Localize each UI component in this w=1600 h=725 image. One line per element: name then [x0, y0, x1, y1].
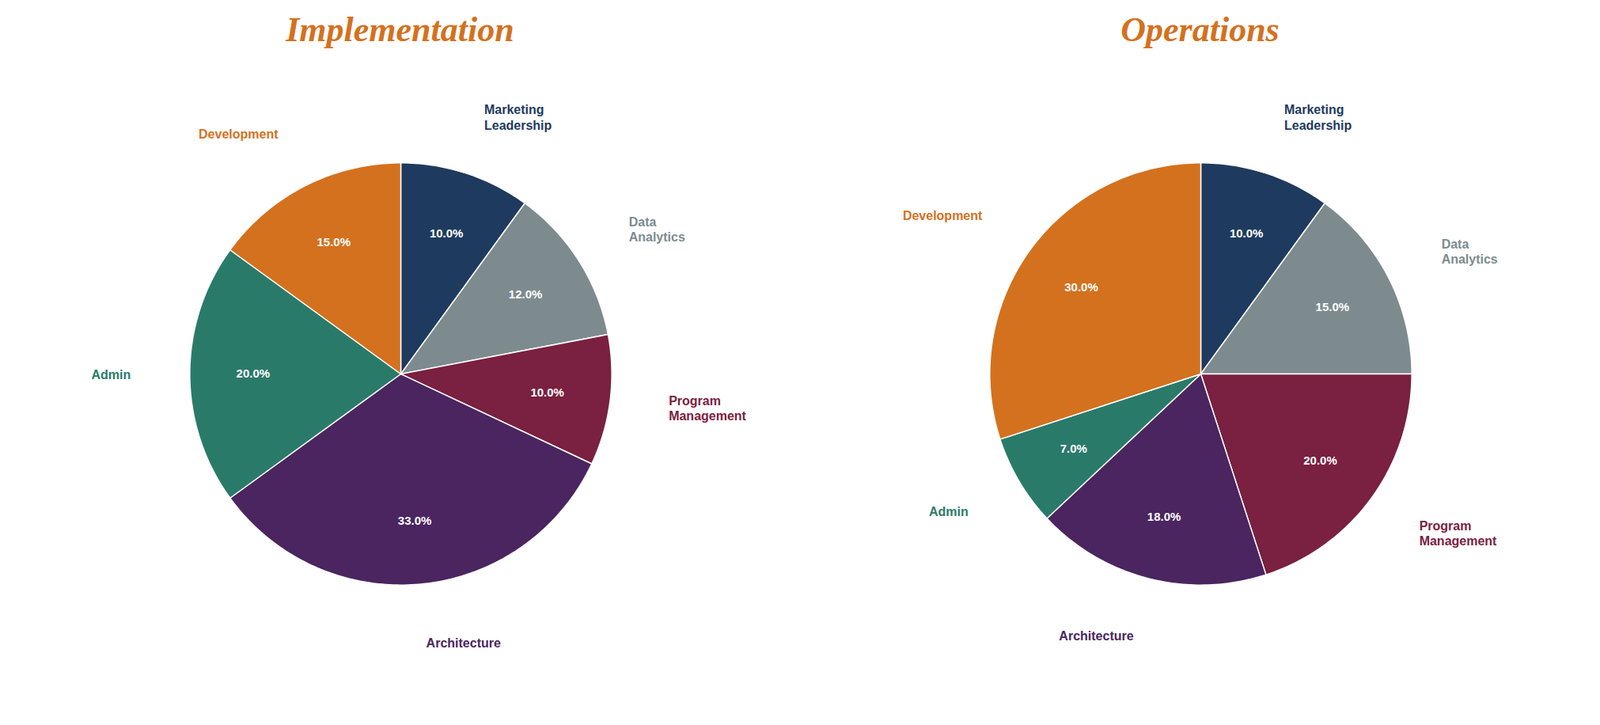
- svg-text:DataAnalytics: DataAnalytics: [1440, 237, 1498, 266]
- svg-text:10.0%: 10.0%: [1228, 226, 1263, 240]
- svg-text:18.0%: 18.0%: [1146, 509, 1181, 524]
- svg-text:ProgramManagement: ProgramManagement: [668, 394, 747, 423]
- svg-text:7.0%: 7.0%: [1059, 442, 1087, 456]
- svg-text:MarketingLeadership: MarketingLeadership: [483, 103, 552, 133]
- svg-text:Admin: Admin: [928, 505, 968, 520]
- html-text:Operations: Operations: [1120, 10, 1280, 50]
- svg-text:MarketingLeadership: MarketingLeadership: [1283, 103, 1352, 133]
- svg-text:20.0%: 20.0%: [235, 367, 270, 381]
- svg-text:10.0%: 10.0%: [530, 385, 565, 399]
- svg-text:33.0%: 33.0%: [397, 514, 432, 528]
- svg-text:Development: Development: [198, 127, 279, 141]
- svg-text:Admin: Admin: [90, 367, 131, 382]
- html-text:Implementation: Implementation: [285, 10, 515, 50]
- svg-text:Development: Development: [902, 208, 982, 223]
- svg-text:12.0%: 12.0%: [508, 288, 543, 302]
- svg-text:15.0%: 15.0%: [316, 235, 351, 249]
- svg-text:30.0%: 30.0%: [1064, 280, 1099, 294]
- svg-text:10.0%: 10.0%: [428, 226, 463, 240]
- svg-text:Architecture: Architecture: [425, 636, 501, 651]
- svg-text:15.0%: 15.0%: [1315, 299, 1350, 314]
- svg-text:Architecture: Architecture: [1058, 629, 1134, 644]
- svg-text:20.0%: 20.0%: [1303, 453, 1338, 467]
- svg-text:DataAnalytics: DataAnalytics: [628, 216, 685, 245]
- svg-text:ProgramManagement: ProgramManagement: [1418, 519, 1497, 548]
